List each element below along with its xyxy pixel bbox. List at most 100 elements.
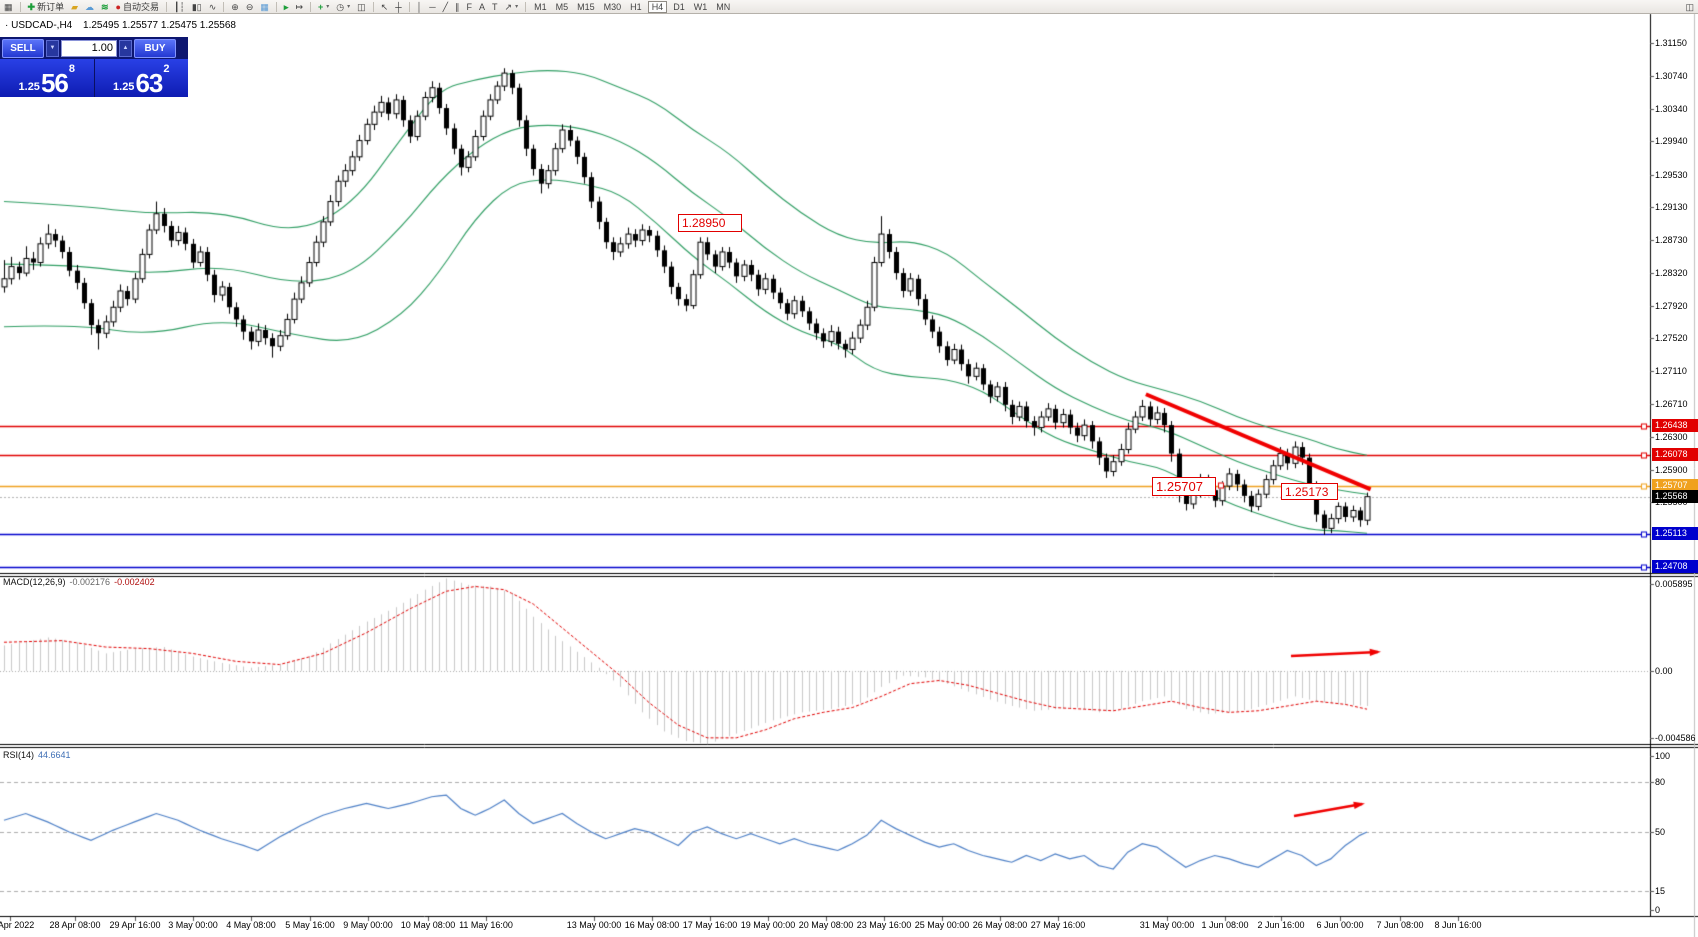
autotrading-button[interactable]: ● 自动交易 <box>114 1 161 13</box>
candlestick-chart-icon: ▮▯ <box>191 1 202 12</box>
templates-icon: ◫ <box>357 1 366 12</box>
auto-scroll-icon: ▸ <box>283 1 289 12</box>
rsi-scale-label: 100 <box>1655 751 1671 761</box>
line-chart-icon[interactable]: ∿ <box>207 1 219 13</box>
tf-button-d1[interactable]: D1 <box>673 1 685 12</box>
volume-input[interactable] <box>61 39 117 57</box>
buy-price-big: 63 <box>135 68 163 98</box>
time-axis-label: 6 Jun 00:00 <box>1316 920 1364 930</box>
new-order-button[interactable]: ✚ 新订单 <box>26 1 67 13</box>
price-tick-label: 1.26710 <box>1655 398 1688 409</box>
tf-button-h1[interactable]: H1 <box>630 1 642 12</box>
chart-profiles-icon[interactable]: ▰ <box>69 1 80 13</box>
tile-windows-icon[interactable]: ▦ <box>258 1 271 13</box>
time-axis-label: 27 May 16:00 <box>1030 920 1086 930</box>
text-icon[interactable]: A <box>477 1 487 13</box>
chart-shift-icon[interactable]: ↦ <box>293 1 305 13</box>
chart-window-icon: ▦ <box>4 1 13 12</box>
price-tick-label: 1.29940 <box>1655 136 1688 147</box>
price-callout-label[interactable]: 1.28950 <box>678 214 742 232</box>
zoom-in-icon: ⊕ <box>231 1 239 12</box>
new-order-button-label: 新订单 <box>37 2 65 12</box>
tf-button-m15[interactable]: M15 <box>577 1 595 12</box>
tf-button-h4[interactable]: H4 <box>647 0 668 13</box>
trendline-icon[interactable]: ╱ <box>441 1 450 13</box>
rsi-scale-label: 80 <box>1655 776 1666 787</box>
auto-scroll-icon[interactable]: ▸ <box>282 1 291 13</box>
time-axis-label: 28 Apr 08:00 <box>49 920 101 930</box>
new-order-icon: ✚ <box>27 1 36 12</box>
sell-price-prefix: 1.25 <box>18 81 40 93</box>
period-icon: ◷ <box>336 1 345 12</box>
rsi-name: RSI(14) <box>3 750 35 760</box>
cursor-icon: ↖ <box>380 1 389 12</box>
fibonacci-icon: F <box>466 1 473 12</box>
price-tick-label: 1.27520 <box>1655 333 1688 344</box>
bar-chart-icon: ┃┆ <box>174 1 185 12</box>
time-axis-label: 25 May 00:00 <box>914 920 970 930</box>
macd-scale-label: 0.005895 <box>1655 579 1693 589</box>
price-tick-label: 1.29530 <box>1655 169 1688 180</box>
zoom-out-icon[interactable]: ⊖ <box>244 1 256 13</box>
sell-price-button[interactable]: 1.25 56 8 <box>0 59 94 97</box>
price-callout-label[interactable]: 1.25707 <box>1152 477 1216 496</box>
tf-button-m30[interactable]: M30 <box>603 1 622 12</box>
time-axis-label: 4 May 08:00 <box>226 920 276 930</box>
overflow-icon[interactable]: ◫ <box>1683 1 1696 13</box>
symbol-ohlc-quote: 1.25495 1.25577 1.25475 1.25568 <box>83 20 236 31</box>
one-click-top-row: SELL ▼ ▲ BUY <box>0 37 188 59</box>
period-icon[interactable]: ◷ ▾ <box>334 1 352 13</box>
candlestick-chart-icon[interactable]: ▮▯ <box>190 1 204 13</box>
price-callout-label[interactable]: 1.25173 <box>1281 483 1338 500</box>
sell-button[interactable]: SELL <box>2 38 44 58</box>
hline-price-label: 1.26078 <box>1652 448 1698 462</box>
channel-icon[interactable]: ∥ <box>453 1 462 13</box>
symbol-title: USDCAD-,H4 <box>11 20 73 31</box>
toolbar-separator <box>223 1 225 12</box>
time-axis-label: 3 May 00:00 <box>168 920 218 930</box>
zoom-in-icon[interactable]: ⊕ <box>229 1 241 13</box>
add-indicator-icon: + <box>317 1 324 12</box>
buy-price-sup: 2 <box>163 63 170 75</box>
tf-button-mn[interactable]: MN <box>716 1 731 12</box>
price-tick-label: 1.29130 <box>1655 202 1688 213</box>
add-indicator-icon[interactable]: + ▾ <box>316 1 331 13</box>
price-tick-label: 1.27110 <box>1655 366 1687 377</box>
data-window-icon[interactable]: ☁ <box>83 1 96 13</box>
chart-window-icon[interactable]: ▦ <box>2 1 15 13</box>
buy-price-button[interactable]: 1.25 63 2 <box>93 59 189 98</box>
arrows-tool-icon[interactable]: ↗ ▾ <box>503 1 521 13</box>
market-watch-icon[interactable]: ≋ <box>99 1 111 13</box>
tf-button-m1[interactable]: M1 <box>534 1 547 12</box>
dropdown-caret-icon: ▾ <box>326 4 330 10</box>
cursor-icon[interactable]: ↖ <box>379 1 391 13</box>
crosshair-icon[interactable]: ┼ <box>393 1 403 13</box>
tf-button-w1[interactable]: W1 <box>693 1 708 12</box>
price-tick-label: 1.26300 <box>1655 432 1688 443</box>
bar-chart-icon[interactable]: ┃┆ <box>172 1 187 13</box>
channel-icon: ∥ <box>455 1 460 12</box>
autotrading-button-label: 自动交易 <box>122 2 159 12</box>
volume-down-button[interactable]: ▼ <box>46 39 59 57</box>
rsi-indicator-label: RSI(14) 44.6641 <box>3 750 71 760</box>
fibonacci-icon[interactable]: F <box>465 1 475 13</box>
horizontal-line-icon[interactable]: ─ <box>427 1 437 13</box>
dropdown-caret-icon: ▾ <box>515 4 519 10</box>
vertical-line-icon[interactable]: │ <box>415 1 425 13</box>
volume-up-button[interactable]: ▲ <box>119 39 132 57</box>
time-axis-label: 10 May 08:00 <box>400 920 456 930</box>
time-axis-label: 8 Jun 16:00 <box>1434 920 1482 930</box>
time-axis-label: 20 May 08:00 <box>798 920 854 930</box>
templates-icon[interactable]: ◫ <box>355 1 368 13</box>
rsi-value: 44.6641 <box>38 750 71 760</box>
text-label-icon: T <box>492 1 498 12</box>
one-click-trading-panel: SELL ▼ ▲ BUY 1.25 56 8 1.25 63 2 <box>0 37 188 97</box>
buy-button[interactable]: BUY <box>134 38 176 58</box>
tf-button-m5[interactable]: M5 <box>555 1 569 12</box>
dropdown-caret-icon: ▾ <box>347 4 351 10</box>
text-label-icon[interactable]: T <box>490 1 500 13</box>
time-axis-label: 1 Jun 08:00 <box>1201 920 1249 930</box>
toolbar-separator <box>525 1 527 12</box>
